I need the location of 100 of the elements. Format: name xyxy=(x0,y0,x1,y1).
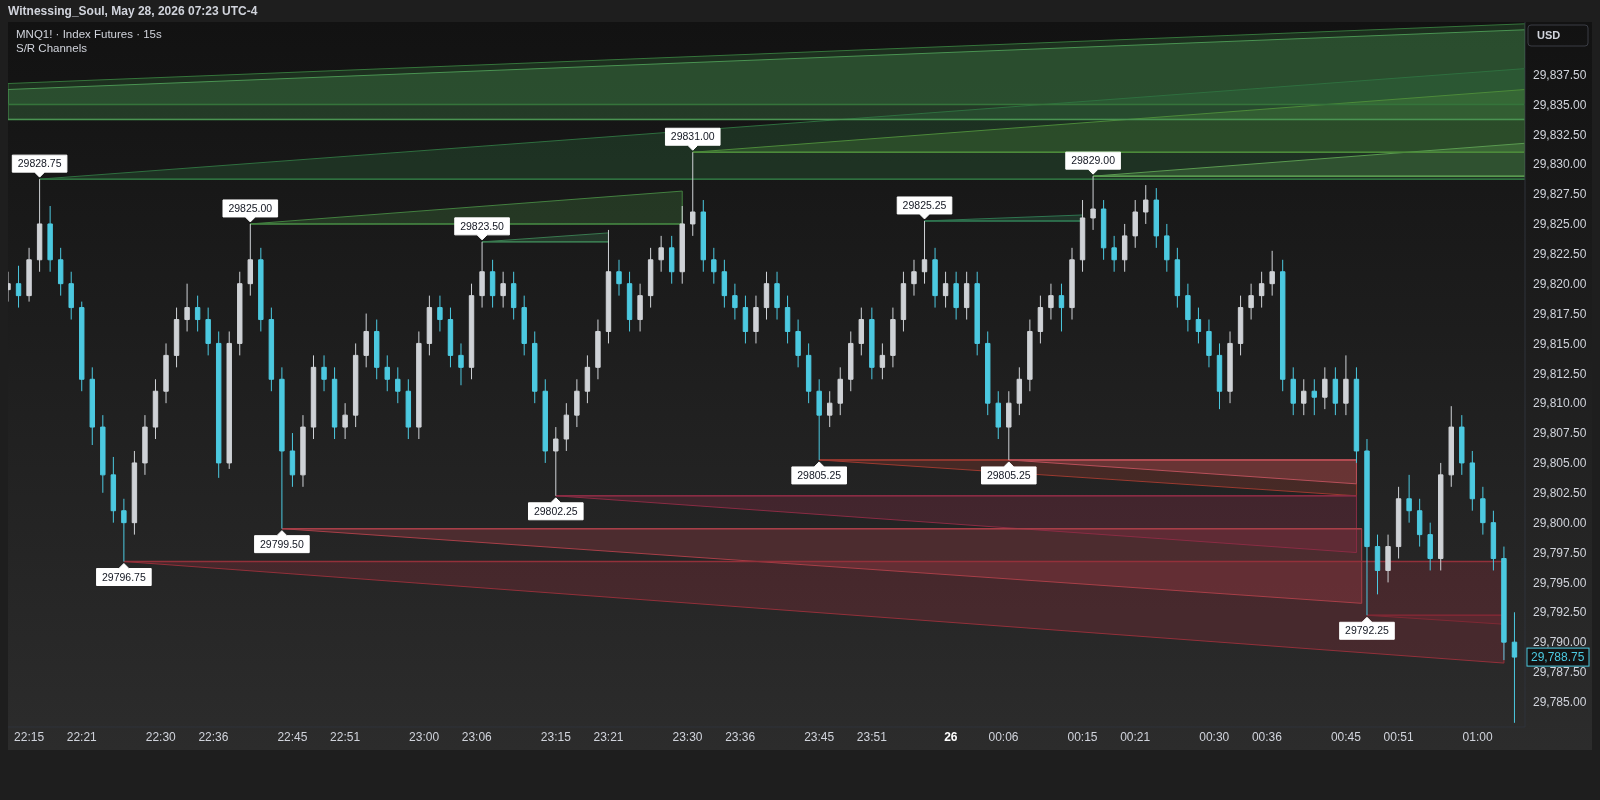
candlestick xyxy=(68,271,74,321)
x-tick-label: 01:00 xyxy=(1462,730,1493,745)
annotation: 29825.00 xyxy=(228,202,273,215)
y-tick-label: 29,792.50 xyxy=(1533,605,1587,620)
candlestick xyxy=(1037,295,1044,344)
candlestick xyxy=(79,301,85,392)
candlestick xyxy=(574,378,580,428)
candlestick xyxy=(1090,175,1096,231)
x-tick-label: 22:30 xyxy=(145,730,177,745)
candlestick xyxy=(595,319,601,380)
candlestick xyxy=(605,229,612,344)
text: S/R Channels xyxy=(16,42,88,55)
candlestick xyxy=(1490,510,1497,571)
candlestick xyxy=(215,330,222,479)
candlestick xyxy=(479,241,485,309)
candlestick xyxy=(26,247,32,303)
candlestick xyxy=(1216,342,1223,410)
y-tick-label: 29,832.50 xyxy=(1533,127,1587,142)
candlestick xyxy=(1480,486,1486,536)
candlestick xyxy=(963,271,970,321)
candlestick xyxy=(532,330,538,404)
candlestick xyxy=(753,295,759,344)
annotation: 29805.25 xyxy=(797,469,842,482)
annotation: 29802.25 xyxy=(533,504,578,517)
candlestick xyxy=(816,378,822,461)
candlestick xyxy=(1195,307,1202,344)
candlestick xyxy=(721,259,728,309)
candlestick xyxy=(690,151,696,237)
candlestick xyxy=(342,402,348,440)
candlestick xyxy=(1343,354,1349,416)
candlestick xyxy=(1332,366,1339,416)
y-tick-label: 29,807.50 xyxy=(1533,426,1587,441)
candlestick xyxy=(1016,366,1023,416)
candlestick xyxy=(932,247,938,309)
x-tick-label: 22:15 xyxy=(14,730,45,745)
candlestick xyxy=(1174,247,1181,309)
candlestick xyxy=(1143,184,1149,225)
candlestick xyxy=(668,235,675,285)
candlestick xyxy=(784,295,791,344)
candlestick xyxy=(416,330,422,440)
y-tick-label: 29,827.50 xyxy=(1533,187,1587,202)
candlestick xyxy=(247,223,254,297)
candlestick xyxy=(1322,366,1328,410)
candlestick xyxy=(100,414,106,494)
candlestick xyxy=(1164,223,1170,273)
candlestick xyxy=(395,366,401,404)
y-tick-label: 29,837.50 xyxy=(1533,67,1587,82)
candlestick xyxy=(57,247,64,297)
candlestick xyxy=(1438,462,1444,571)
annotation: 29805.25 xyxy=(986,469,1031,482)
candlestick xyxy=(626,271,633,332)
y-tick-label: 29,800.00 xyxy=(1533,515,1587,530)
x-tick-label: 00:06 xyxy=(988,730,1019,745)
y-tick-label: 29,802.50 xyxy=(1533,486,1587,500)
candlestick xyxy=(542,378,548,464)
x-tick-label: 22:36 xyxy=(198,730,229,745)
candlestick xyxy=(974,271,980,356)
candlestick xyxy=(1132,199,1138,249)
y-tick-label: 29,790.00 xyxy=(1533,635,1587,650)
candlestick xyxy=(458,342,464,386)
candlestick xyxy=(742,295,749,344)
candlestick xyxy=(1153,187,1159,249)
x-tick-label: 22:45 xyxy=(277,730,308,745)
x-tick-label: 26 xyxy=(944,730,958,745)
candlestick xyxy=(1237,295,1244,356)
candlestick xyxy=(700,199,706,273)
candlestick xyxy=(500,271,506,309)
candlestick xyxy=(1416,498,1423,548)
candlestick xyxy=(679,205,685,285)
y-tick-label: 29,830.00 xyxy=(1533,157,1587,172)
candlestick xyxy=(953,271,959,321)
x-tick-label: 23:30 xyxy=(672,730,703,745)
annotation: 29828.75 xyxy=(17,157,62,170)
candlestick xyxy=(942,271,949,309)
candlestick xyxy=(584,354,591,404)
candlestick xyxy=(205,307,211,356)
candlestick xyxy=(121,498,127,562)
x-tick-label: 23:51 xyxy=(856,730,888,745)
x-tick-label: 22:51 xyxy=(330,730,361,745)
candlestick xyxy=(1258,271,1265,309)
candlestick xyxy=(774,271,780,321)
candlestick xyxy=(1058,283,1065,332)
x-tick-label: 00:15 xyxy=(1067,730,1098,745)
candlestick xyxy=(426,295,433,356)
candlestick xyxy=(1248,283,1254,321)
candlestick xyxy=(152,378,159,440)
candlestick xyxy=(437,295,443,332)
x-tick-label: 00:51 xyxy=(1383,730,1414,745)
candlestick xyxy=(15,265,22,309)
x-tick-label: 23:36 xyxy=(725,730,756,745)
candlestick xyxy=(405,378,412,440)
y-tick-label: 29,805.00 xyxy=(1533,456,1587,471)
y-tick-label: 29,820.00 xyxy=(1533,276,1587,291)
candlestick xyxy=(47,205,53,273)
annotation: 29831.00 xyxy=(670,130,715,143)
candlestick xyxy=(1006,390,1012,461)
y-axis-title: USD xyxy=(1537,29,1561,42)
y-tick-label: 29,795.00 xyxy=(1533,575,1587,590)
candlestick xyxy=(1374,534,1381,595)
candlestick xyxy=(258,247,264,332)
